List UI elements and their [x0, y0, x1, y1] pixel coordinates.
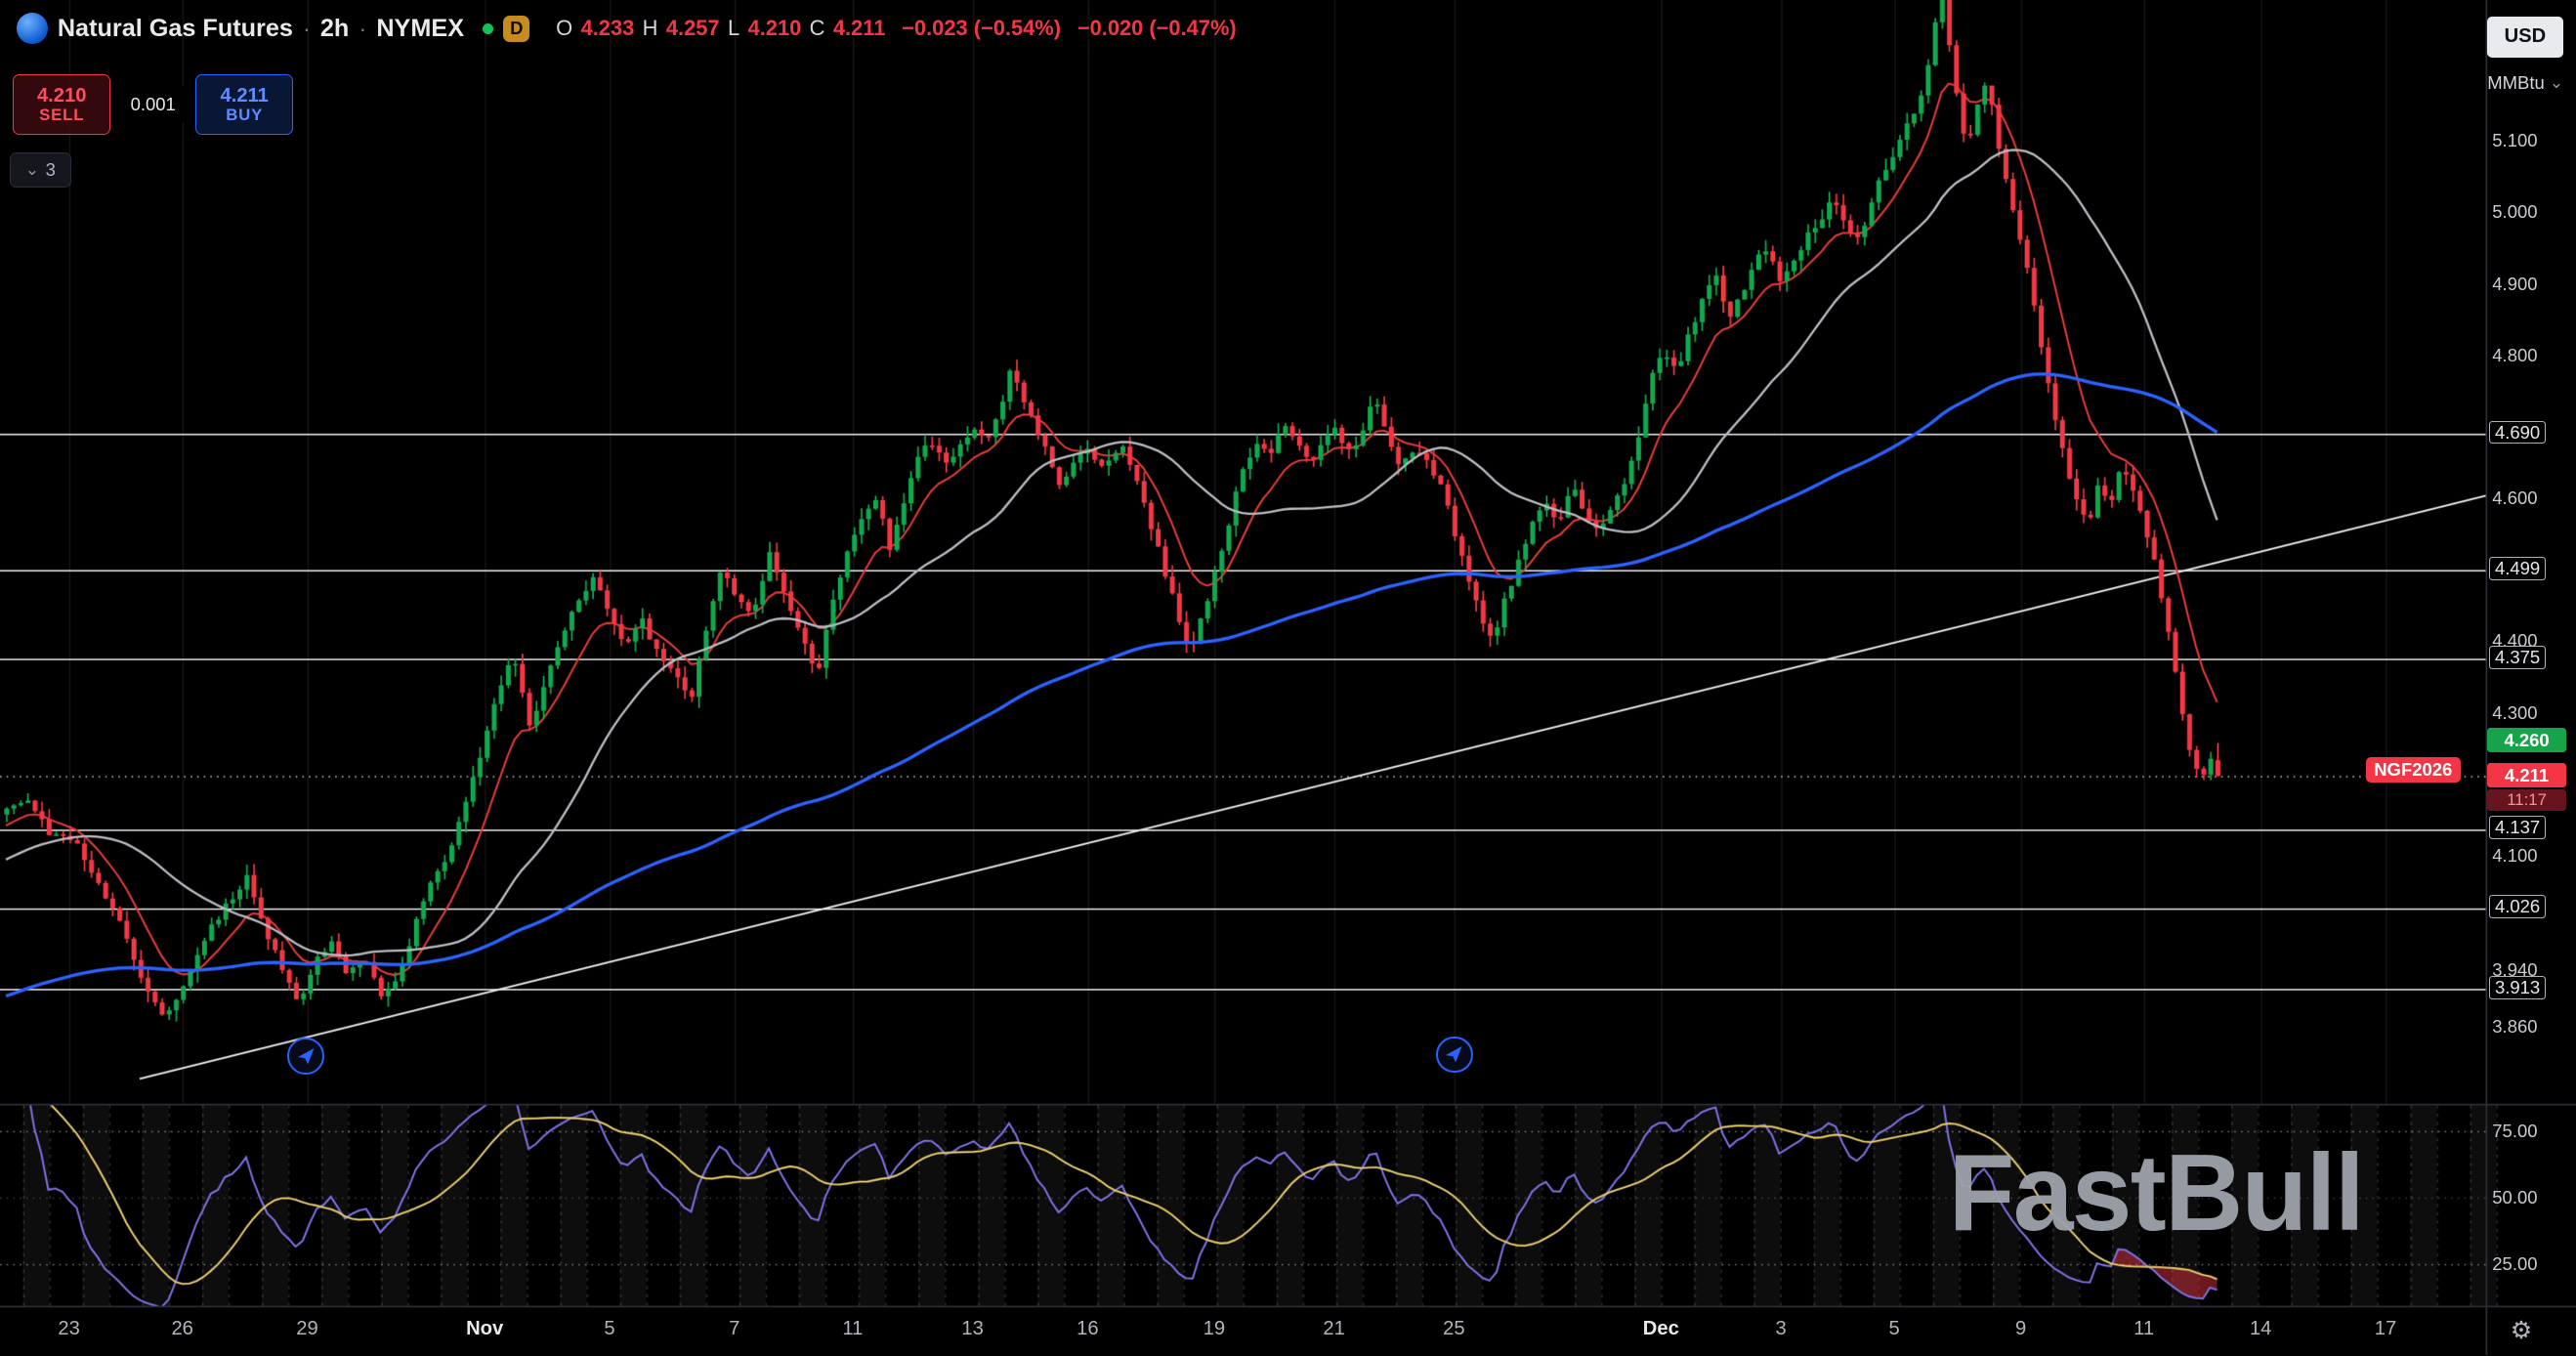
level-price-badge: 4.690 — [2488, 420, 2547, 445]
drawings-count: 3 — [45, 159, 56, 181]
symbol-logo-icon — [16, 13, 48, 45]
delayed-data-badge[interactable]: D — [503, 15, 530, 42]
high-value: 4.257 — [665, 16, 720, 41]
fastbull-watermark: FastBull — [1948, 1132, 2365, 1254]
unit-mmbtu-dropdown[interactable]: MMBtu ⌄ — [2487, 72, 2576, 94]
bar-countdown-badge: 11:17 — [2487, 788, 2566, 811]
level-price-badge: 3.913 — [2488, 975, 2547, 999]
level-price-badge: 4.499 — [2488, 557, 2547, 581]
price-tick-label: 3.940 — [2492, 958, 2538, 980]
last-price-badge: 4.211 — [2487, 762, 2566, 788]
currency-usd-button[interactable]: USD — [2487, 16, 2563, 58]
level-price-badge: 4.375 — [2488, 645, 2547, 669]
time-axis[interactable]: 23 26 29 Nov 5 7 11 13 16 19 21 25 Dec 3 5 9 11 14 17 — [0, 1308, 2576, 1356]
time-tick-label: 26 — [171, 1317, 193, 1339]
time-tick-label: 17 — [2374, 1317, 2397, 1339]
change-percent-value: −0.020 (−0.47%) — [1077, 16, 1237, 41]
signal-marker-icon[interactable] — [287, 1038, 324, 1075]
time-tick-label: 14 — [2249, 1317, 2272, 1339]
time-tick-label: 16 — [1077, 1317, 1099, 1339]
spread-value: 0.001 — [109, 86, 196, 123]
open-label: O — [556, 16, 573, 41]
settings-gear-icon[interactable]: ⚙ — [2510, 1317, 2533, 1345]
buy-label: BUY — [226, 105, 264, 124]
time-tick-label: 11 — [842, 1317, 864, 1339]
sell-price: 4.210 — [36, 84, 87, 106]
price-tick-label: 4.300 — [2492, 701, 2538, 723]
level-price-badge: 4.026 — [2488, 895, 2547, 919]
ohlc-readout: O 4.233 H 4.257 L 4.210 C 4.211 — [556, 16, 885, 41]
time-tick-label: 19 — [1203, 1317, 1226, 1339]
rsi-tick-label: 75.00 — [2492, 1121, 2538, 1142]
time-tick-label: Nov — [466, 1317, 504, 1339]
rsi-tick-label: 50.00 — [2492, 1187, 2538, 1208]
open-value: 4.233 — [580, 16, 635, 41]
time-tick-label: 3 — [1775, 1317, 1787, 1339]
time-tick-label: 11 — [2133, 1317, 2155, 1339]
price-tick-label: 4.600 — [2492, 487, 2538, 509]
unit-label: MMBtu — [2487, 71, 2545, 93]
interval-label[interactable]: 2h — [319, 14, 350, 42]
price-tick-label: 4.800 — [2492, 344, 2538, 365]
rsi-tick-label: 25.00 — [2492, 1253, 2538, 1275]
time-tick-label: 5 — [1888, 1317, 1900, 1339]
market-status-icon — [482, 22, 494, 35]
contract-label: NGF2026 — [2365, 757, 2461, 783]
time-tick-label: 21 — [1323, 1317, 1345, 1339]
chevron-down-icon: ⌄ — [2549, 72, 2563, 92]
buy-button[interactable]: 4.211 BUY — [195, 73, 293, 136]
close-label: C — [809, 16, 825, 41]
price-tick-label: 5.000 — [2492, 201, 2538, 223]
drawings-collapse-button[interactable]: ⌄ 3 — [10, 152, 71, 189]
legend-separator: · — [302, 15, 311, 41]
time-tick-label: 13 — [961, 1317, 984, 1339]
trade-panel: 4.210 SELL 0.001 4.211 BUY — [13, 73, 293, 136]
high-label: H — [642, 16, 658, 41]
price-tick-label: 5.100 — [2492, 130, 2538, 151]
time-tick-label: 25 — [1443, 1317, 1465, 1339]
time-tick-label: 9 — [2015, 1317, 2027, 1339]
price-axis[interactable]: 5.100 5.000 4.900 4.800 4.690 4.600 4.499 4.400… — [2486, 0, 2576, 1306]
low-value: 4.210 — [747, 16, 802, 41]
chevron-down-icon: ⌄ — [24, 159, 39, 179]
time-tick-label: 5 — [604, 1317, 615, 1339]
legend-separator: · — [359, 15, 367, 41]
signal-marker-icon[interactable] — [1435, 1036, 1473, 1074]
level-price-badge: 4.137 — [2488, 816, 2547, 839]
price-tick-label: 4.900 — [2492, 273, 2538, 294]
symbol-title[interactable]: Natural Gas Futures — [57, 14, 293, 42]
time-tick-label: 7 — [729, 1317, 740, 1339]
sell-label: SELL — [39, 105, 85, 124]
time-tick-label: 23 — [58, 1317, 80, 1339]
unit-panel: USD MMBtu ⌄ — [2487, 16, 2576, 94]
time-tick-label: 29 — [296, 1317, 318, 1339]
symbol-legend[interactable]: Natural Gas Futures · 2h · NYMEX D O 4.23… — [16, 13, 1237, 45]
price-tick-label: 3.860 — [2492, 1016, 2538, 1038]
change-value: −0.023 (−0.54%) — [902, 16, 1062, 41]
close-value: 4.211 — [832, 16, 886, 41]
alert-price-badge: 4.260 — [2487, 728, 2566, 753]
buy-price: 4.211 — [220, 84, 269, 106]
exchange-label: NYMEX — [376, 14, 465, 42]
price-tick-label: 4.100 — [2492, 844, 2538, 866]
time-tick-label: Dec — [1642, 1317, 1679, 1339]
sell-button[interactable]: 4.210 SELL — [13, 73, 110, 136]
low-label: L — [727, 16, 740, 41]
